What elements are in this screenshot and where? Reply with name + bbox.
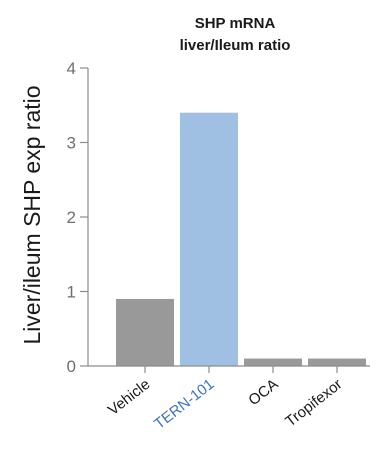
bar-oca	[244, 358, 302, 366]
x-tick-label: TERN-101	[151, 376, 217, 433]
y-axis-label: Liver/ileum SHP exp ratio	[19, 85, 45, 344]
x-tick-label: Vehicle	[105, 376, 154, 419]
bar-tern-101	[180, 112, 238, 366]
bars-group	[116, 112, 366, 366]
chart-title-line-2: liver/Ileum ratio	[180, 37, 291, 54]
y-tick-label: 2	[67, 208, 76, 227]
y-tick-label: 1	[67, 283, 76, 302]
y-tick-label: 0	[67, 357, 76, 376]
y-tick-label: 3	[67, 134, 76, 153]
bar-vehicle	[116, 298, 174, 366]
y-axis: 0 1 2 3 4	[67, 59, 89, 376]
chart-title-line-1: SHP mRNA	[195, 15, 276, 32]
bar-tropifexor	[308, 358, 366, 366]
x-tick-label: Tropifexor	[282, 376, 345, 431]
x-tick-label: OCA	[245, 376, 281, 409]
y-tick-label: 4	[67, 59, 76, 78]
